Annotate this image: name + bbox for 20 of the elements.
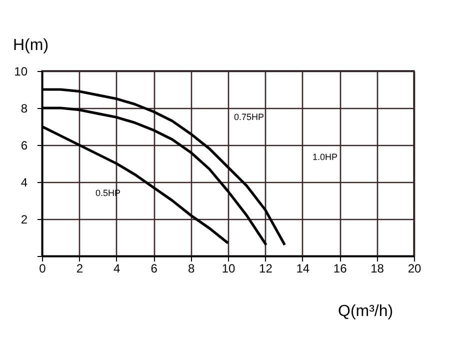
annotation: 0.75HP: [234, 112, 264, 122]
x-tick-label: 20: [408, 262, 422, 276]
y-tick-label: 10: [14, 64, 28, 78]
y-tick-label: 8: [20, 102, 28, 116]
x-tick-label: 18: [370, 262, 384, 276]
y-tick-label: 6: [20, 138, 28, 152]
x-tick-label: 10: [222, 262, 236, 276]
x-tick-label: 6: [150, 262, 158, 276]
y-tick-label: 2: [20, 212, 28, 226]
x-tick-label: 16: [333, 262, 348, 276]
y-axis-title: H(m): [13, 37, 49, 54]
y-tick-label: 4: [20, 176, 28, 190]
x-tick-label: 8: [188, 262, 195, 276]
x-tick-label: 2: [76, 262, 84, 276]
x-tick-label: 14: [296, 262, 310, 276]
x-tick-label: 12: [259, 262, 273, 276]
x-axis-title: Q(m³/h): [338, 303, 394, 320]
x-tick-label: 4: [114, 262, 121, 276]
x-tick-label: 0: [39, 262, 46, 276]
annotation: 1.0HP: [312, 152, 338, 162]
